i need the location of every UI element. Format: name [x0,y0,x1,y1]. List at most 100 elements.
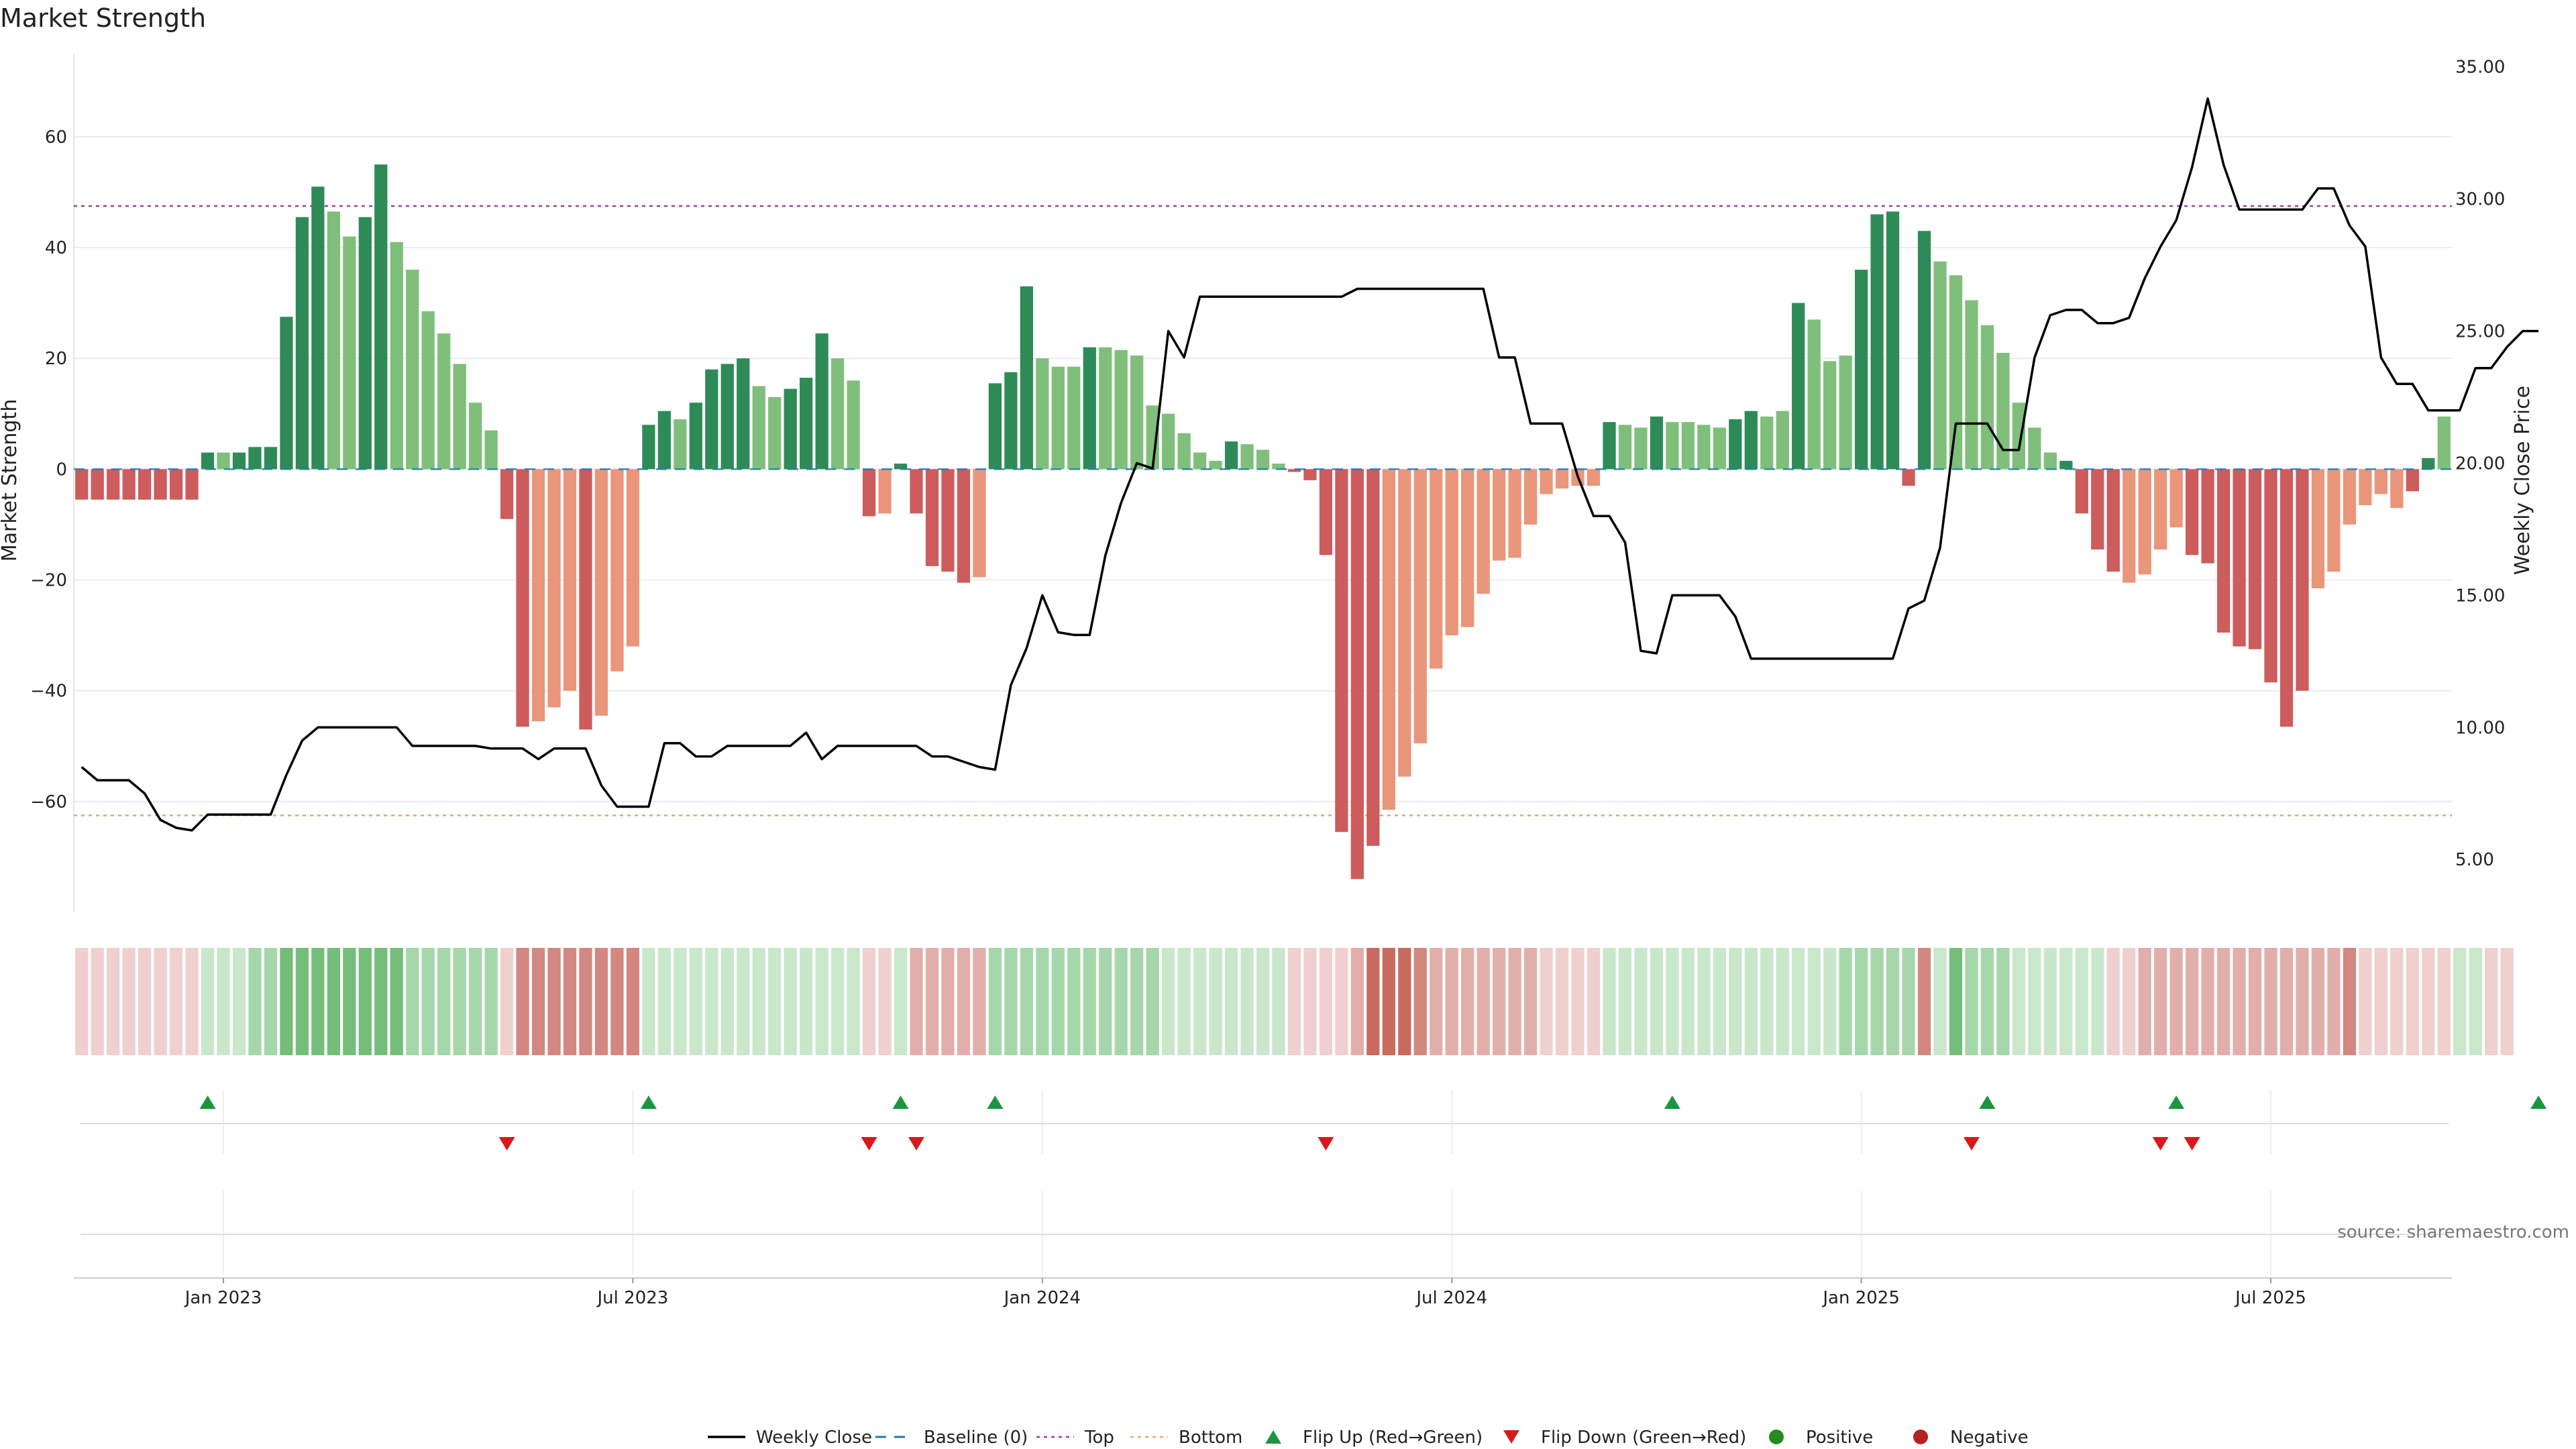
legend-label-2: Top [1084,1428,1114,1448]
legend-item-3: Bottom [1130,1428,1242,1448]
heatmap-cell-27 [500,948,514,1055]
heatmap-cell-90 [1493,948,1506,1055]
strength-bar-147 [2390,469,2404,508]
legend-label-0: Weekly Close [756,1428,872,1448]
flip-down-marker-3 [1318,1137,1334,1150]
heatmap-cell-92 [1523,948,1538,1055]
heatmap-cell-75 [1256,948,1270,1055]
heatmap-cell-79 [1319,948,1333,1055]
legend-label-6: Positive [1806,1428,1873,1448]
strength-bar-130 [2123,469,2136,583]
strength-bar-42 [737,358,750,470]
strength-bar-2 [107,469,120,500]
strength-bar-92 [1523,469,1538,525]
heatmap-cell-100 [1650,948,1664,1055]
strength-bar-88 [1461,469,1474,627]
strength-bar-23 [437,333,451,470]
heatmap-cell-50 [862,948,876,1055]
heatmap-cell-135 [2201,948,2214,1055]
strength-bar-29 [531,469,545,722]
strength-bar-126 [2059,460,2073,470]
legend-item-0: Weekly Close [708,1428,872,1448]
heatmap-cell-8 [201,948,215,1055]
legend-label-5: Flip Down (Green→Red) [1541,1428,1746,1448]
reference-lines [74,205,2452,816]
strength-bar-25 [469,402,482,470]
heatmap-cell-120 [1965,948,1978,1055]
chart-title: Market Strength [0,3,206,33]
heatmap-cell-26 [484,948,498,1055]
heatmap-cell-29 [531,948,545,1055]
heatmap-cell-41 [720,948,734,1055]
strength-bar-120 [1965,300,1978,470]
heatmap-cell-129 [2106,948,2120,1055]
heatmap-cell-20 [390,948,403,1055]
heatmap-cell-32 [579,948,592,1055]
flip-up-marker-1 [640,1095,657,1109]
flip-down-marker-5 [2152,1137,2169,1150]
heatmap-cell-53 [910,948,923,1055]
heatmap-cell-91 [1508,948,1521,1055]
strength-bar-62 [1051,366,1065,470]
heatmap-cell-148 [2406,948,2419,1055]
heatmap-cell-121 [1980,948,1994,1055]
strength-bars [75,164,2451,879]
heatmap-cell-0 [75,948,89,1055]
heatmap-cell-138 [2248,948,2262,1055]
flip-down-marker-6 [2184,1137,2200,1150]
strength-bar-91 [1508,469,1521,558]
strength-bar-81 [1350,469,1364,879]
strength-bar-58 [988,383,1002,470]
heatmap-cell-23 [437,948,451,1055]
strength-heatmap [75,948,2514,1055]
strength-bar-127 [2075,469,2088,514]
strength-bar-121 [1980,325,1994,470]
strength-bar-80 [1335,469,1348,833]
y2-tick-label-6: 5.00 [2455,850,2494,870]
heatmap-cell-25 [469,948,482,1055]
strength-bar-21 [406,270,419,470]
heatmap-cell-111 [1823,948,1837,1055]
strength-bar-123 [2012,402,2026,470]
heatmap-cell-140 [2279,948,2294,1055]
strength-bar-5 [154,469,167,500]
heatmap-cell-45 [784,948,797,1055]
heatmap-cell-117 [1917,948,1931,1055]
strength-bar-57 [973,469,986,578]
heatmap-cell-10 [232,948,246,1055]
heatmap-cell-84 [1398,948,1411,1055]
strength-bar-111 [1823,361,1837,470]
heatmap-cell-68 [1146,948,1159,1055]
legend-item-2: Top [1036,1428,1114,1448]
strength-bar-20 [390,241,403,470]
strength-bar-38 [674,419,687,470]
strength-bar-122 [1996,352,2010,470]
legend-symbol-flip-down [1503,1430,1519,1444]
strength-bar-107 [1760,416,1774,470]
x-tick-label-2: Jan 2024 [1003,1288,1081,1308]
strength-bar-143 [2327,469,2341,572]
flip-down-marker-2 [908,1137,925,1150]
flip-down-marker-1 [861,1137,877,1150]
strength-bar-55 [941,469,955,572]
heatmap-cell-114 [1870,948,1884,1055]
strength-bar-128 [2091,469,2104,550]
strength-bar-16 [327,211,340,470]
heatmap-cell-95 [1571,948,1585,1055]
strength-bar-66 [1114,350,1128,470]
strength-bar-34 [610,469,624,672]
heatmap-cell-125 [2043,948,2057,1055]
heatmap-cell-60 [1020,948,1033,1055]
heatmap-cell-70 [1177,948,1191,1055]
strength-bar-89 [1477,469,1490,594]
legend-symbol-negative [1913,1430,1928,1444]
source-note: source: sharemaestro.com [2337,1222,2569,1242]
heatmap-cell-69 [1162,948,1175,1055]
strength-bar-136 [2216,469,2231,633]
heatmap-cell-48 [831,948,845,1055]
heatmap-cell-54 [925,948,939,1055]
strength-bar-109 [1792,303,1805,470]
strength-bar-72 [1209,460,1222,470]
heatmap-cell-7 [185,948,199,1055]
strength-bar-3 [122,469,136,500]
